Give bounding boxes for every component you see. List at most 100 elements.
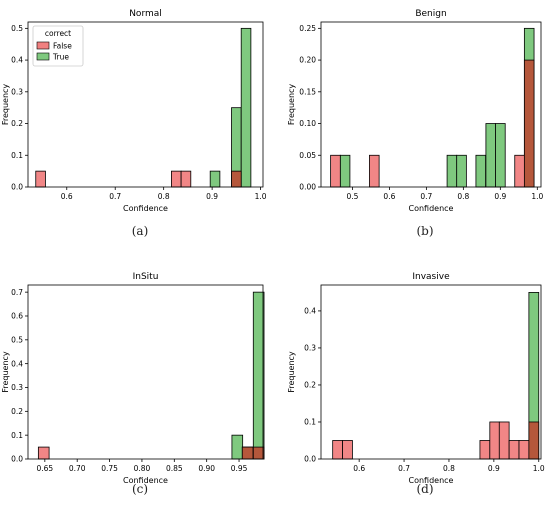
plot-frame (27, 21, 264, 188)
bar-true-2 (240, 27, 252, 188)
y-axis-label: Frequency (287, 351, 296, 393)
y-tick-label: 0.20 (299, 56, 316, 65)
bar-false-2 (252, 446, 265, 460)
y-tick-label: 0.0 (304, 455, 316, 464)
x-tick-label: 0.8 (443, 464, 455, 473)
panel-tag-a: (a) (131, 224, 149, 238)
y-tick-label: 0.4 (11, 56, 23, 65)
y-tick-label: 0.4 (11, 359, 23, 368)
y-tick-label: 0.10 (299, 119, 316, 128)
y-tick-label: 0.2 (11, 119, 23, 128)
legend-label-true: True (52, 53, 69, 62)
bar-false-0 (35, 170, 46, 188)
panel-tag-c: (c) (131, 482, 149, 496)
y-tick-label: 0.2 (304, 381, 316, 390)
x-tick-label: 1.0 (255, 192, 267, 201)
x-tick-label: 0.8 (158, 192, 170, 201)
y-axis-label: Frequency (1, 84, 10, 126)
x-tick-label: 1.0 (533, 464, 545, 473)
x-tick-label: 0.85 (166, 464, 183, 473)
y-tick-label: 0.3 (11, 383, 23, 392)
bar-false-1 (241, 446, 254, 460)
bar-false-5 (508, 440, 520, 460)
panel-tag-b: (b) (416, 224, 434, 238)
y-tick-label: 0.00 (299, 183, 316, 192)
bar-false-1 (369, 154, 380, 188)
bar-true-4 (485, 123, 496, 188)
x-tick-label: 0.9 (494, 192, 506, 201)
bar-false-7 (528, 421, 540, 460)
y-axis-label: Frequency (1, 351, 10, 393)
x-axis-label: Confidence (409, 204, 454, 213)
legend-swatch-false (36, 41, 50, 50)
bar-false-2 (479, 440, 491, 460)
y-axis-label: Frequency (287, 84, 296, 126)
bar-false-4 (498, 421, 510, 460)
y-tick-label: 0.7 (11, 288, 23, 297)
bar-true-1 (446, 154, 458, 188)
chart-title: InSitu (133, 272, 159, 282)
x-tick-label: 0.8 (457, 192, 469, 201)
y-tick-label: 0.25 (299, 24, 316, 33)
bar-false-0 (37, 446, 50, 460)
y-tick-label: 0.4 (304, 307, 316, 316)
y-tick-label: 0.0 (11, 455, 23, 464)
bar-false-0 (332, 440, 343, 460)
x-tick-label: 0.9 (488, 464, 500, 473)
x-tick-label: 0.65 (36, 464, 53, 473)
x-tick-label: 0.75 (101, 464, 118, 473)
bar-false-3 (231, 170, 242, 188)
legend-swatch-true (36, 52, 50, 61)
y-tick-label: 0.0 (11, 183, 23, 192)
x-tick-label: 0.70 (69, 464, 86, 473)
bar-false-3 (489, 421, 501, 460)
chart-title: Benign (415, 9, 446, 19)
bar-false-2 (180, 170, 192, 188)
bar-true-2 (456, 154, 467, 188)
legend-title: correct (45, 29, 71, 38)
y-tick-label: 0.1 (11, 151, 23, 160)
bar-true-3 (475, 154, 487, 188)
x-tick-label: 0.90 (198, 464, 215, 473)
bar-false-6 (518, 440, 530, 460)
bar-true-2 (252, 291, 265, 460)
bar-false-1 (342, 440, 353, 460)
bar-false-2 (514, 154, 525, 188)
x-tick-label: 0.5 (346, 192, 358, 201)
chart-title: Normal (129, 9, 162, 19)
y-tick-label: 0.3 (11, 87, 23, 96)
bar-false-0 (330, 154, 341, 188)
y-tick-label: 0.15 (299, 87, 316, 96)
x-tick-label: 0.6 (383, 192, 395, 201)
x-tick-label: 0.7 (398, 464, 410, 473)
y-tick-label: 0.5 (11, 24, 23, 33)
bar-true-5 (495, 123, 506, 188)
y-tick-label: 0.6 (11, 312, 23, 321)
x-tick-label: 0.95 (231, 464, 248, 473)
x-tick-label: 0.6 (353, 464, 365, 473)
chart-title: Invasive (412, 272, 450, 282)
plot-frame (320, 284, 542, 460)
x-axis-label: Confidence (123, 476, 168, 485)
bar-true-0 (231, 434, 244, 460)
y-tick-label: 0.3 (304, 344, 316, 353)
x-axis-label: Confidence (409, 476, 454, 485)
bar-true-0 (339, 154, 351, 188)
panel-tag-d: (d) (416, 482, 434, 496)
y-tick-label: 0.1 (11, 431, 23, 440)
x-tick-label: 1.0 (531, 192, 543, 201)
bar-false-1 (171, 170, 182, 188)
x-tick-label: 0.6 (61, 192, 73, 201)
legend-label-false: False (53, 42, 72, 51)
plot-frame (320, 21, 542, 188)
x-axis-label: Confidence (123, 204, 168, 213)
x-tick-label: 0.7 (109, 192, 121, 201)
plot-frame (27, 284, 264, 460)
y-tick-label: 0.2 (11, 407, 23, 416)
x-tick-label: 0.9 (206, 192, 218, 201)
y-tick-label: 0.5 (11, 335, 23, 344)
bar-false-3 (523, 59, 535, 188)
y-tick-label: 0.1 (304, 418, 316, 427)
x-tick-label: 0.80 (134, 464, 151, 473)
